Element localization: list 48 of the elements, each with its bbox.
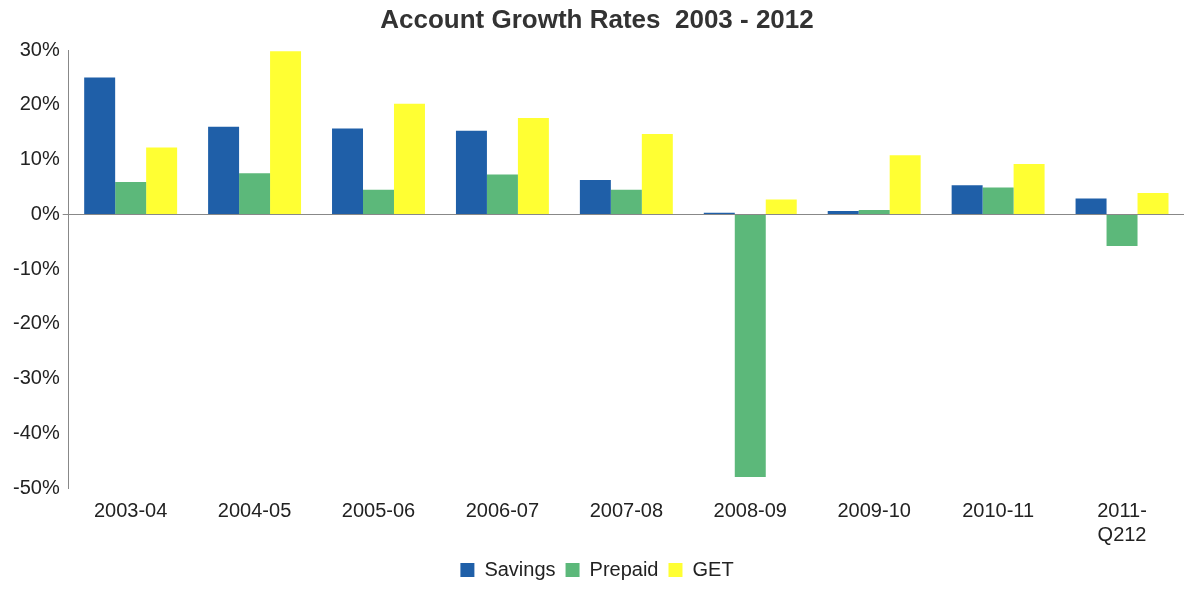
y-tick-label: -30% [12, 366, 60, 389]
legend-label: Prepaid [589, 557, 659, 580]
bar [332, 128, 364, 214]
x-tick-label: 2008-09 [713, 498, 787, 521]
bar [765, 199, 797, 214]
bar [827, 211, 859, 214]
y-tick-label: 30% [19, 37, 60, 60]
y-tick-label: -50% [12, 475, 60, 498]
bar [115, 182, 147, 214]
x-tick-label: 2007-08 [589, 498, 664, 521]
x-tick-label: 2009-10 [837, 498, 911, 521]
bar [84, 77, 116, 214]
x-tick-label: 2011-Q212 [1097, 498, 1147, 545]
bar [208, 126, 240, 214]
y-tick-label: 0% [30, 201, 60, 224]
bar [1137, 193, 1169, 214]
bar [146, 147, 178, 214]
bar [858, 210, 890, 214]
bar [239, 173, 271, 214]
x-tick-label: 2003-04 [93, 498, 168, 521]
bar [951, 185, 983, 214]
y-tick-label: 20% [19, 92, 60, 115]
bar [1075, 198, 1107, 214]
x-tick-label: 2006-07 [465, 498, 540, 521]
bar [889, 155, 921, 214]
legend-label: Savings [484, 557, 556, 580]
bar [363, 189, 394, 214]
x-tick-label: 2004-05 [217, 498, 292, 521]
x-tick-label: 2010-11 [962, 498, 1035, 521]
y-tick-label: -20% [12, 311, 60, 334]
bar [1013, 164, 1045, 214]
bar [610, 189, 642, 214]
bar [486, 174, 518, 214]
bar [517, 118, 549, 214]
bar [641, 133, 673, 214]
bar [393, 103, 425, 214]
bar [734, 214, 766, 478]
bar [455, 130, 487, 214]
bar [1106, 214, 1138, 247]
bar [270, 51, 302, 214]
y-tick-label: -10% [12, 256, 60, 279]
y-tick-label: -40% [12, 420, 60, 443]
y-tick-label: 10% [19, 147, 60, 170]
legend-label: GET [692, 557, 734, 580]
x-tick-label: 2005-06 [341, 498, 416, 521]
chart-title: Account Growth Rates 2003 - 2012 [380, 3, 814, 34]
bar [982, 187, 1014, 214]
bar [579, 179, 611, 214]
